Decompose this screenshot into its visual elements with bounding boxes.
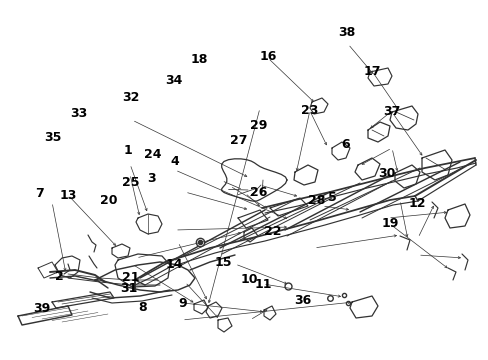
- Text: 35: 35: [44, 131, 61, 144]
- Text: 26: 26: [249, 186, 266, 199]
- Text: 2: 2: [55, 270, 64, 283]
- Text: 3: 3: [147, 172, 156, 185]
- Text: 34: 34: [165, 74, 183, 87]
- Text: 28: 28: [307, 194, 325, 207]
- Text: 27: 27: [229, 134, 247, 147]
- Text: 37: 37: [383, 105, 400, 118]
- Text: 20: 20: [100, 194, 117, 207]
- Text: 22: 22: [264, 225, 281, 238]
- Text: 10: 10: [240, 273, 258, 286]
- Text: 24: 24: [143, 148, 161, 161]
- Text: 6: 6: [340, 138, 349, 151]
- Text: 19: 19: [381, 217, 398, 230]
- Text: 23: 23: [301, 104, 318, 117]
- Text: 30: 30: [378, 167, 395, 180]
- Text: 29: 29: [250, 119, 267, 132]
- Text: 11: 11: [254, 278, 271, 291]
- Text: 18: 18: [190, 53, 208, 66]
- Text: 9: 9: [178, 297, 187, 310]
- Text: 15: 15: [214, 256, 231, 269]
- Text: 39: 39: [33, 302, 51, 315]
- Text: 7: 7: [35, 187, 43, 200]
- Text: 33: 33: [70, 107, 88, 120]
- Text: 21: 21: [122, 271, 140, 284]
- Text: 17: 17: [363, 65, 381, 78]
- Text: 8: 8: [138, 301, 147, 314]
- Text: 38: 38: [338, 26, 355, 39]
- Text: 32: 32: [122, 91, 140, 104]
- Text: 1: 1: [123, 144, 132, 157]
- Text: 12: 12: [408, 197, 426, 210]
- Text: 31: 31: [120, 282, 138, 295]
- Text: 5: 5: [327, 191, 336, 204]
- Text: 14: 14: [165, 258, 183, 271]
- Text: 16: 16: [259, 50, 276, 63]
- Text: 36: 36: [294, 294, 311, 307]
- Text: 4: 4: [170, 155, 179, 168]
- Text: 13: 13: [60, 189, 77, 202]
- Text: 25: 25: [122, 176, 140, 189]
